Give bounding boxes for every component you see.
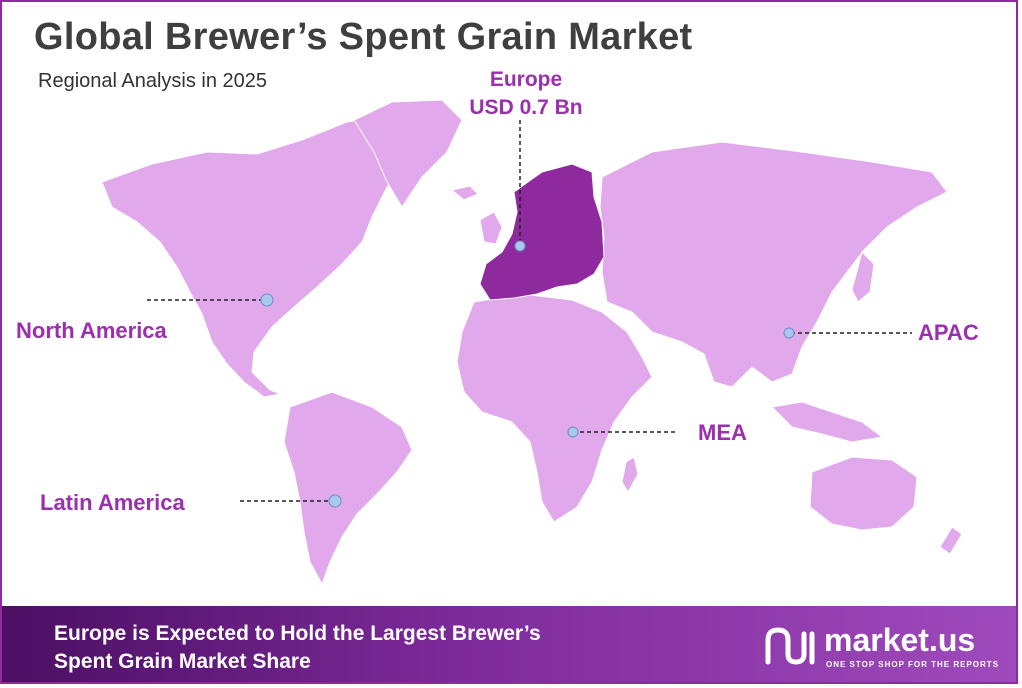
market-us-logo: market.us ONE STOP SHOP FOR THE REPORTS: [762, 622, 1002, 672]
footer-line-2: Spent Grain Market Share: [54, 650, 311, 673]
africa-land: [456, 293, 653, 523]
madagascar-land: [621, 456, 639, 493]
australia-land: [809, 456, 918, 531]
footer-banner: Europe is Expected to Hold the Largest B…: [2, 606, 1016, 682]
logo-mark-icon: [765, 627, 815, 665]
mea-marker: [567, 426, 579, 438]
greenland-land: [353, 99, 463, 208]
europe-marker: [514, 240, 526, 252]
logo-name: market.us: [824, 622, 976, 658]
apac-label: APAC: [918, 320, 979, 345]
asia-land: [599, 141, 948, 388]
uk-land: [479, 211, 503, 245]
logo-tagline: ONE STOP SHOP FOR THE REPORTS: [826, 660, 1000, 669]
page-subtitle: Regional Analysis in 2025: [38, 70, 268, 92]
europe-label: Europe USD 0.7 Bn: [460, 66, 592, 122]
japan-land: [851, 251, 875, 303]
north-america-marker: [260, 293, 274, 307]
latin-america-marker: [328, 494, 342, 508]
europe-region-name: Europe: [489, 68, 563, 91]
iceland-land: [450, 185, 479, 201]
page-title: Global Brewer’s Spent Grain Market: [34, 16, 693, 58]
southeast-asia-land: [770, 401, 884, 443]
north-america-land: [101, 113, 423, 398]
south-america-land: [283, 391, 413, 586]
footer-text: Europe is Expected to Hold the Largest B…: [54, 620, 541, 676]
latin-america-label: Latin America: [40, 490, 185, 515]
world-map: [101, 99, 963, 586]
north-america-label: North America: [16, 318, 167, 343]
new-zealand-land: [939, 526, 963, 555]
europe-land: [479, 163, 605, 301]
europe-region-value: USD 0.7 Bn: [469, 96, 583, 119]
mea-label: MEA: [698, 420, 747, 445]
footer-line-1: Europe is Expected to Hold the Largest B…: [54, 622, 541, 645]
apac-marker: [783, 327, 795, 339]
